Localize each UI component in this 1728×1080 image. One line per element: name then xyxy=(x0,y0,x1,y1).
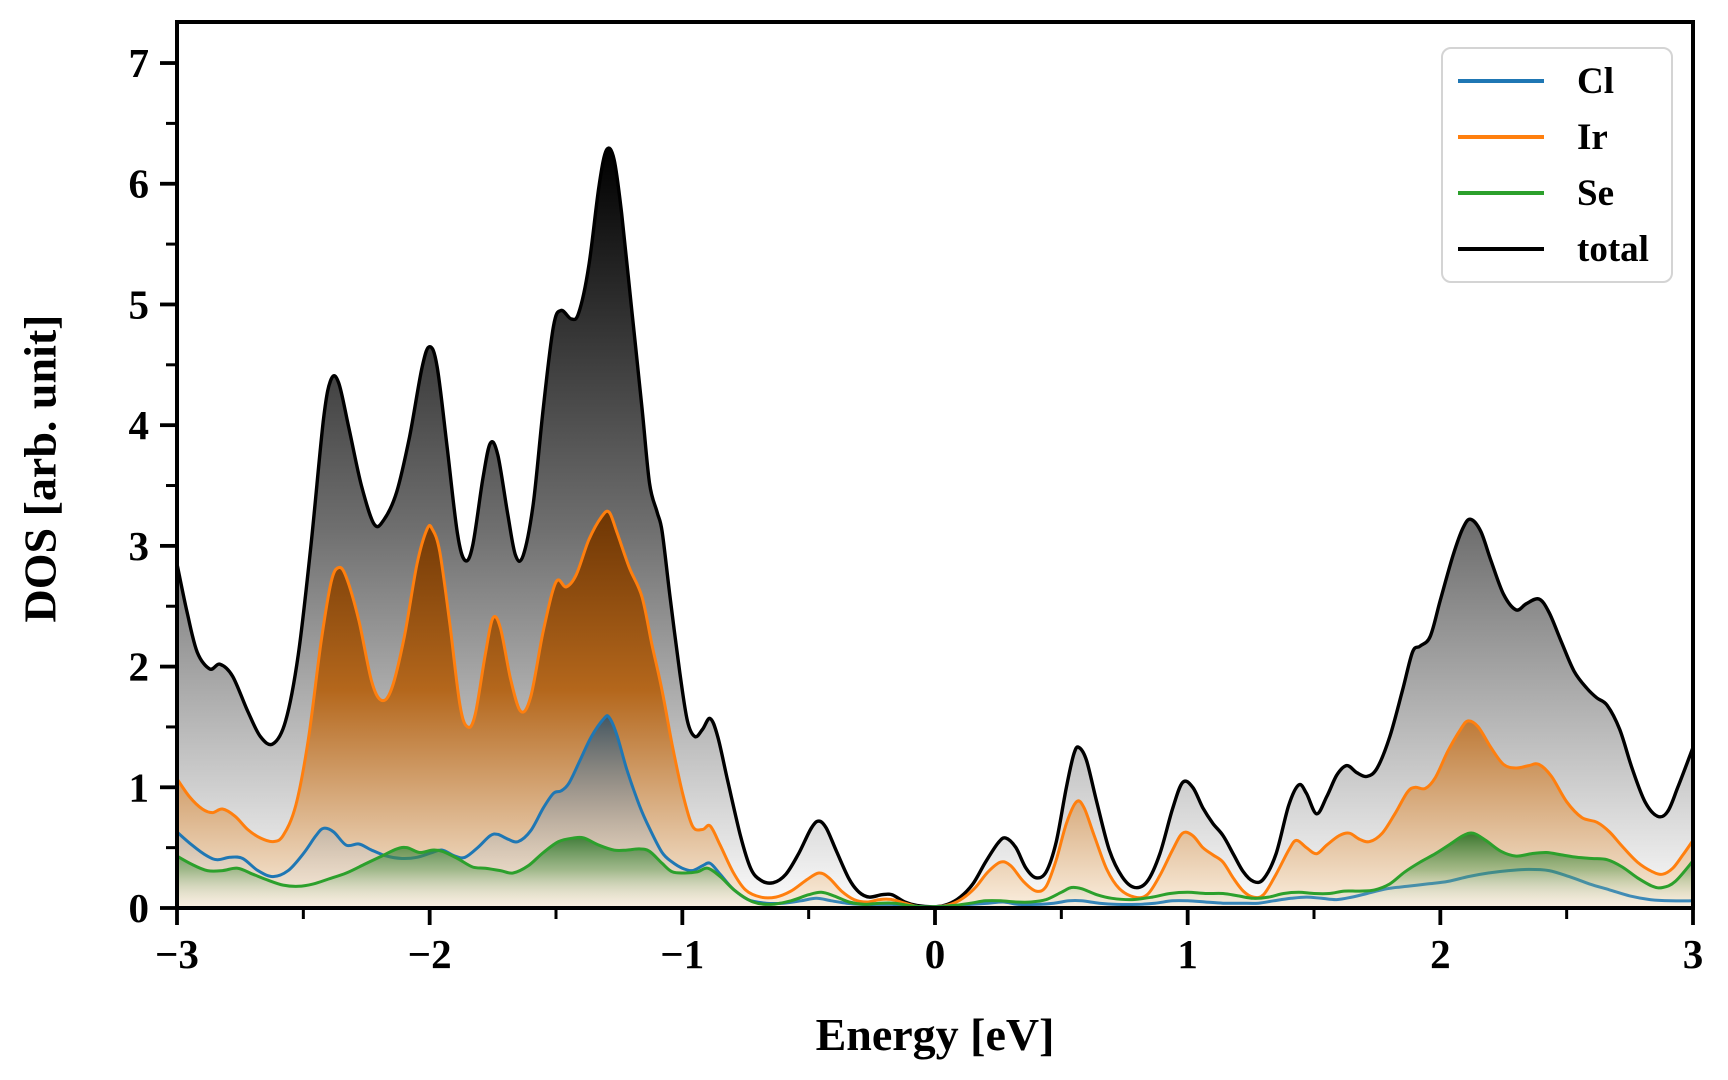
legend-row-total: total xyxy=(1443,225,1671,273)
x-axis-label: Energy [eV] xyxy=(815,1009,1055,1060)
y-tick-label: 4 xyxy=(129,402,150,448)
plot-area xyxy=(177,146,1693,909)
legend-label-total: total xyxy=(1577,228,1649,270)
legend-row-ir: Ir xyxy=(1443,113,1671,161)
y-axis-label: DOS [arb. unit] xyxy=(14,314,66,623)
x-tick-label: 3 xyxy=(1683,931,1704,977)
y-tick-label: 2 xyxy=(129,644,150,690)
legend-line-se-icon xyxy=(1458,191,1544,195)
x-tick-label: 2 xyxy=(1430,931,1451,977)
x-tick-label: −1 xyxy=(660,931,704,977)
legend-label-ir: Ir xyxy=(1577,116,1608,158)
y-tick-label: 3 xyxy=(129,523,150,569)
x-tick-label: 0 xyxy=(925,931,946,977)
legend-label-cl: Cl xyxy=(1577,60,1614,102)
legend-line-total-icon xyxy=(1458,247,1544,251)
x-tick-label: −2 xyxy=(408,931,452,977)
series-line-total xyxy=(177,146,1693,909)
axis-ticks xyxy=(160,61,1695,925)
y-tick-label: 6 xyxy=(129,161,150,207)
tick-labels: −3 −2 −1 0 1 2 3 0 1 2 3 4 5 6 7 xyxy=(129,40,1704,977)
plot-spines xyxy=(175,20,1695,910)
y-tick-label: 1 xyxy=(129,764,150,810)
legend: Cl Ir Se total xyxy=(1441,47,1673,283)
legend-row-se: Se xyxy=(1443,169,1671,217)
x-tick-label: −3 xyxy=(155,931,199,977)
legend-row-cl: Cl xyxy=(1443,57,1671,105)
y-tick-label: 5 xyxy=(129,281,150,327)
legend-label-se: Se xyxy=(1577,172,1614,214)
y-tick-label: 7 xyxy=(129,40,150,86)
legend-line-ir-icon xyxy=(1458,135,1544,139)
series-fill-se xyxy=(177,832,1693,908)
legend-line-cl-icon xyxy=(1458,79,1544,83)
x-tick-label: 1 xyxy=(1177,931,1198,977)
y-tick-label: 0 xyxy=(129,885,150,931)
